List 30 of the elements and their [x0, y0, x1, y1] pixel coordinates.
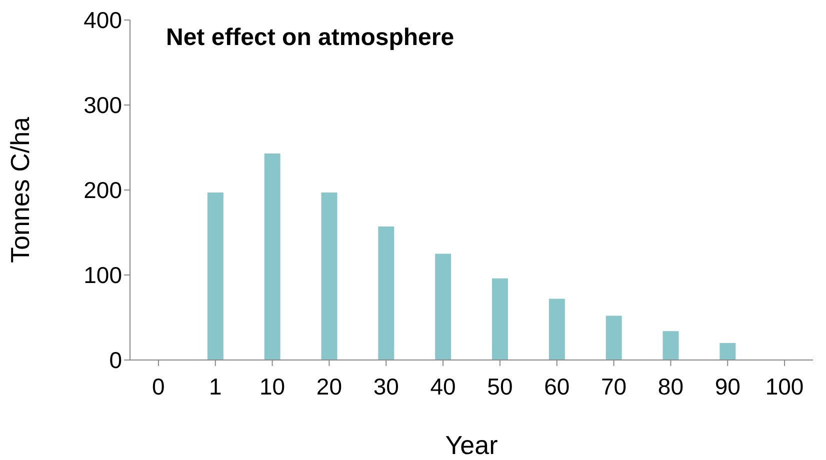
x-tick-label: 20: [316, 373, 342, 400]
y-tick-label: 300: [84, 92, 122, 118]
x-tick-label: 70: [600, 373, 627, 400]
y-tick-label: 400: [84, 7, 122, 34]
bar: [492, 278, 508, 360]
chart-title: Net effect on atmosphere: [166, 24, 454, 52]
x-axis-title: Year: [445, 430, 498, 460]
bar: [378, 226, 394, 360]
x-tick-label: 50: [487, 373, 513, 400]
bar: [264, 153, 280, 360]
y-tick-label: 200: [84, 177, 122, 204]
bar: [720, 343, 736, 360]
bar: [435, 254, 452, 360]
x-tick-label: 0: [152, 373, 165, 400]
y-axis-title: Tonnes C/ha: [5, 116, 36, 263]
y-tick-label: 100: [84, 262, 122, 288]
x-tick-label: 10: [259, 373, 286, 400]
x-tick-label: 100: [765, 373, 804, 400]
x-tick-label: 30: [373, 373, 399, 400]
y-tick-label: 0: [109, 347, 122, 374]
x-tick-label: 1: [208, 373, 222, 400]
x-tick-label: 90: [714, 373, 740, 400]
bar: [606, 316, 622, 360]
x-tick-label: 60: [544, 373, 570, 400]
x-tick-label: 40: [430, 373, 456, 400]
x-tick-label: 80: [658, 373, 684, 400]
bar: [321, 192, 338, 360]
bar: [662, 331, 679, 360]
bar: [207, 192, 224, 360]
bar: [548, 298, 565, 360]
